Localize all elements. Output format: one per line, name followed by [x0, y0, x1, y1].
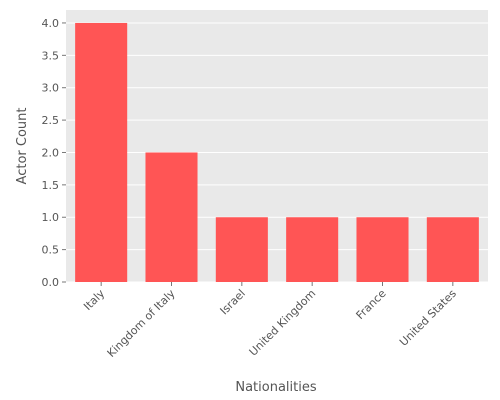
x-axis-title: Nationalities: [235, 380, 316, 395]
y-tick-label: 2.0: [42, 146, 60, 159]
x-tick-label: United Kingdom: [247, 287, 319, 359]
bar-israel: [215, 217, 268, 282]
x-tick-label: France: [354, 287, 389, 322]
y-tick-label: 3.0: [42, 82, 60, 95]
y-tick-label: 2.5: [42, 114, 60, 127]
bar-united-states: [426, 217, 479, 282]
x-tick-label: Italy: [81, 287, 107, 313]
bar-kingdom-of-italy: [145, 152, 198, 282]
y-tick-label: 0.0: [42, 276, 60, 289]
x-tick-label: Kingdom of Italy: [105, 287, 178, 360]
bar-italy: [75, 22, 128, 282]
y-axis-title: Actor Count: [15, 108, 30, 185]
grid-lines: [66, 22, 488, 283]
plot-area: [66, 10, 488, 282]
bar-france: [356, 217, 409, 282]
bars: [75, 22, 479, 282]
x-tick-label: United States: [397, 287, 459, 349]
y-tick-label: 4.0: [42, 17, 60, 30]
y-tick-label: 0.5: [42, 244, 60, 257]
y-tick-label: 1.5: [42, 179, 60, 192]
x-tick-label: Israel: [218, 287, 248, 317]
y-tick-label: 1.0: [42, 211, 60, 224]
bar-united-kingdom: [286, 217, 339, 282]
y-tick-label: 3.5: [42, 49, 60, 62]
y-axis-ticks: 0.0 0.5 1.0 1.5 2.0 2.5 3.0 3.5 4.0: [42, 17, 66, 289]
